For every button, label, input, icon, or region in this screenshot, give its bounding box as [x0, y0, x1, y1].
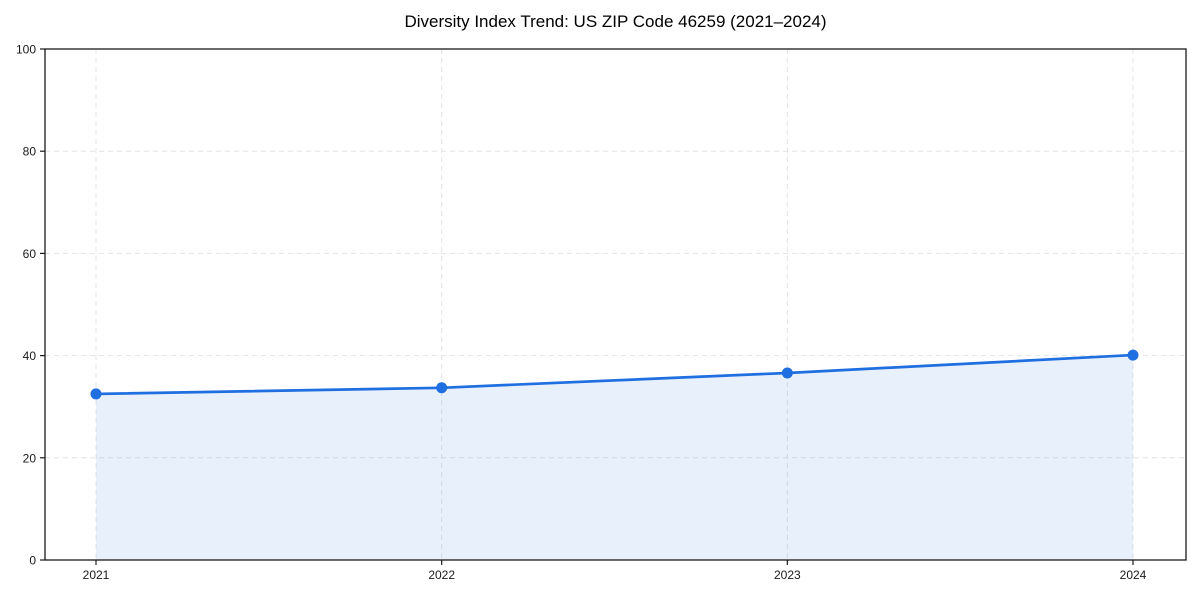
area-fill	[96, 355, 1133, 560]
plot-border	[44, 48, 1187, 561]
trend-line	[94, 353, 1135, 396]
x-tick-label: 2021	[83, 568, 110, 582]
x-tick-label: 2022	[428, 568, 455, 582]
chart-title: Diversity Index Trend: US ZIP Code 46259…	[404, 12, 827, 31]
y-tick-label: 60	[23, 247, 37, 261]
x-tick-label: 2024	[1120, 568, 1147, 582]
data-point-2023	[781, 367, 793, 379]
y-tick-label: 0	[29, 554, 36, 568]
data-point-2024	[1127, 349, 1139, 361]
y-tick-label: 20	[23, 451, 37, 465]
data-point-2022	[436, 382, 448, 394]
x-tick-label: 2023	[774, 568, 801, 582]
y-tick-label: 40	[23, 349, 37, 363]
y-tick-label: 100	[16, 43, 36, 57]
y-tick-label: 80	[23, 145, 37, 159]
data-point-2021	[90, 388, 102, 400]
